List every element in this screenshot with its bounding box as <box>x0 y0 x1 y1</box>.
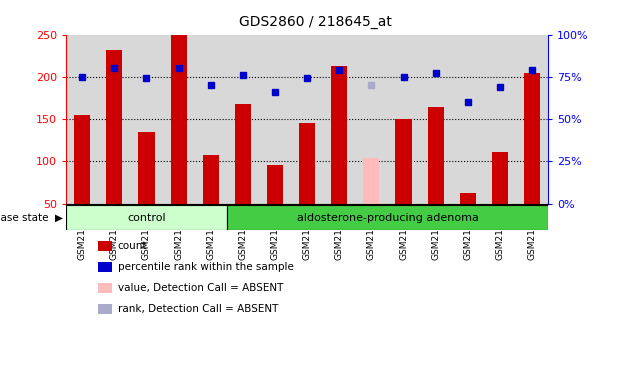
Text: disease state  ▶: disease state ▶ <box>0 213 63 223</box>
Bar <box>299 123 315 204</box>
Bar <box>171 35 186 204</box>
Bar <box>331 66 347 204</box>
Bar <box>235 104 251 204</box>
Bar <box>364 158 379 204</box>
Bar <box>492 152 508 204</box>
Bar <box>106 50 122 204</box>
Text: percentile rank within the sample: percentile rank within the sample <box>118 262 294 272</box>
Bar <box>524 73 540 204</box>
Bar <box>428 107 444 204</box>
Bar <box>396 119 411 204</box>
Text: rank, Detection Call = ABSENT: rank, Detection Call = ABSENT <box>118 304 278 314</box>
Text: aldosterone-producing adenoma: aldosterone-producing adenoma <box>297 213 478 223</box>
Bar <box>139 132 154 204</box>
Bar <box>460 194 476 204</box>
Text: GDS2860 / 218645_at: GDS2860 / 218645_at <box>239 15 391 29</box>
Bar <box>267 165 283 204</box>
Text: control: control <box>127 213 166 223</box>
Bar <box>227 205 548 230</box>
Bar <box>203 154 219 204</box>
Text: value, Detection Call = ABSENT: value, Detection Call = ABSENT <box>118 283 284 293</box>
Bar <box>66 205 227 230</box>
Text: count: count <box>118 241 147 251</box>
Bar <box>74 115 90 204</box>
